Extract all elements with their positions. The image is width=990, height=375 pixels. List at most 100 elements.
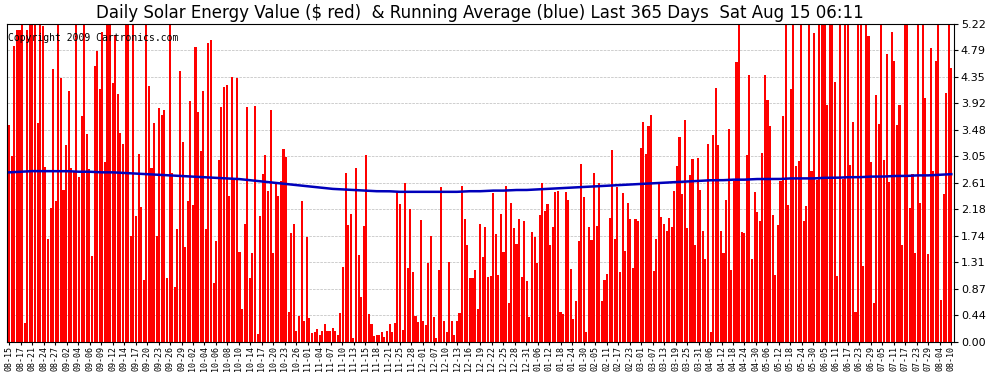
Bar bbox=[158, 108, 160, 342]
Bar bbox=[378, 335, 380, 342]
Bar bbox=[21, 13, 23, 342]
Bar bbox=[267, 191, 269, 342]
Bar bbox=[425, 326, 427, 342]
Bar bbox=[70, 168, 72, 342]
Bar bbox=[816, 180, 818, 342]
Bar bbox=[826, 105, 828, 342]
Bar bbox=[340, 314, 342, 342]
Bar bbox=[153, 123, 155, 342]
Bar bbox=[638, 221, 640, 342]
Bar bbox=[526, 281, 528, 342]
Bar bbox=[394, 322, 396, 342]
Bar bbox=[542, 183, 544, 342]
Bar bbox=[537, 263, 539, 342]
Bar bbox=[386, 332, 388, 342]
Bar bbox=[138, 154, 140, 342]
Bar bbox=[585, 332, 587, 342]
Bar bbox=[733, 181, 735, 342]
Bar bbox=[643, 122, 644, 342]
Bar bbox=[355, 168, 357, 342]
Bar bbox=[187, 201, 189, 342]
Bar bbox=[269, 110, 271, 342]
Bar bbox=[375, 336, 378, 342]
Bar bbox=[790, 89, 792, 342]
Bar bbox=[736, 62, 738, 342]
Bar bbox=[412, 272, 414, 342]
Bar bbox=[896, 125, 898, 342]
Bar bbox=[242, 309, 244, 342]
Bar bbox=[438, 270, 440, 342]
Bar bbox=[862, 266, 864, 342]
Bar bbox=[37, 123, 39, 342]
Bar bbox=[575, 301, 577, 342]
Bar bbox=[155, 236, 157, 342]
Bar bbox=[218, 160, 220, 342]
Bar bbox=[484, 228, 486, 342]
Bar bbox=[59, 78, 62, 342]
Bar bbox=[650, 115, 652, 342]
Bar bbox=[572, 320, 574, 342]
Bar bbox=[697, 159, 699, 342]
Bar bbox=[347, 225, 349, 342]
Bar bbox=[223, 87, 225, 342]
Bar bbox=[112, 83, 114, 342]
Bar bbox=[601, 302, 603, 342]
Bar bbox=[213, 283, 215, 342]
Bar bbox=[448, 262, 450, 342]
Bar bbox=[99, 89, 101, 342]
Bar bbox=[404, 183, 406, 342]
Bar bbox=[349, 214, 351, 342]
Bar bbox=[888, 182, 890, 342]
Bar bbox=[798, 161, 800, 342]
Bar bbox=[564, 192, 566, 342]
Bar bbox=[508, 303, 510, 342]
Bar bbox=[867, 36, 869, 342]
Bar bbox=[373, 336, 375, 342]
Bar bbox=[194, 47, 197, 342]
Bar bbox=[904, 13, 906, 342]
Bar bbox=[197, 112, 199, 342]
Bar bbox=[819, 16, 821, 342]
Bar bbox=[327, 331, 329, 342]
Bar bbox=[832, 16, 834, 342]
Bar bbox=[474, 270, 476, 342]
Bar bbox=[665, 231, 667, 342]
Bar bbox=[443, 321, 446, 342]
Bar bbox=[54, 201, 56, 342]
Bar bbox=[133, 17, 135, 342]
Bar bbox=[821, 16, 823, 342]
Bar bbox=[622, 193, 624, 342]
Bar bbox=[771, 215, 774, 342]
Bar bbox=[510, 203, 512, 342]
Bar bbox=[295, 332, 298, 342]
Text: Copyright 2009 Cartronics.com: Copyright 2009 Cartronics.com bbox=[9, 33, 179, 43]
Bar bbox=[301, 201, 303, 342]
Bar bbox=[684, 120, 686, 342]
Bar bbox=[57, 14, 59, 342]
Bar bbox=[179, 71, 181, 342]
Bar bbox=[399, 204, 401, 342]
Bar bbox=[383, 337, 385, 342]
Bar bbox=[875, 94, 877, 342]
Bar bbox=[293, 224, 295, 342]
Bar bbox=[748, 75, 750, 342]
Bar bbox=[78, 177, 80, 342]
Bar bbox=[523, 221, 526, 342]
Bar bbox=[787, 205, 789, 342]
Bar bbox=[244, 224, 246, 342]
Bar bbox=[236, 78, 238, 342]
Bar bbox=[880, 13, 882, 342]
Bar bbox=[409, 209, 412, 342]
Bar bbox=[803, 221, 805, 342]
Bar bbox=[32, 13, 34, 342]
Bar bbox=[531, 232, 533, 342]
Bar bbox=[248, 278, 250, 342]
Bar bbox=[635, 219, 637, 342]
Bar bbox=[872, 303, 875, 342]
Bar bbox=[500, 214, 502, 342]
Bar bbox=[546, 204, 548, 342]
Bar bbox=[699, 190, 701, 342]
Bar bbox=[906, 16, 909, 342]
Bar bbox=[324, 324, 326, 342]
Bar bbox=[728, 129, 730, 342]
